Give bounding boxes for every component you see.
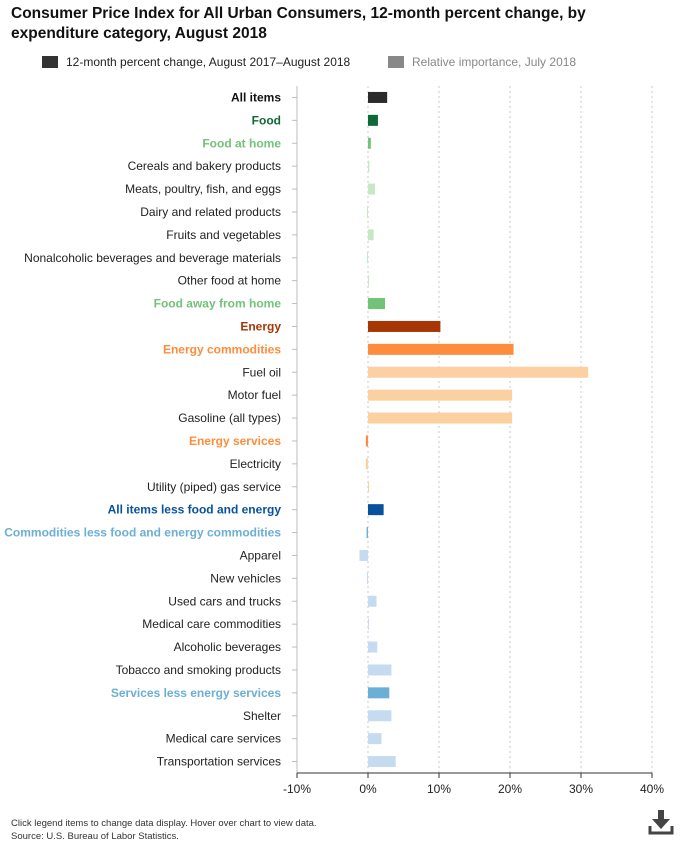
bar[interactable] [365, 458, 368, 470]
legend-item-relative-importance[interactable]: Relative importance, July 2018 [388, 53, 576, 71]
category-label: Cereals and bakery products [128, 159, 281, 173]
x-tick-label: 20% [498, 782, 522, 796]
bar[interactable] [367, 206, 368, 218]
category-label: Medical care commodities [142, 617, 281, 631]
category-label: Gasoline (all types) [178, 411, 281, 425]
bar[interactable] [368, 412, 513, 424]
bar[interactable] [368, 756, 396, 768]
bar[interactable] [368, 275, 369, 287]
chart-title: Consumer Price Index for All Urban Consu… [11, 5, 586, 42]
bar[interactable] [368, 137, 371, 149]
bar[interactable] [368, 504, 384, 516]
category-label: Transportation services [157, 755, 281, 769]
footer-source: Source: U.S. Bureau of Labor Statistics. [11, 831, 179, 842]
bar[interactable] [368, 160, 370, 172]
category-label: Energy services [189, 434, 281, 448]
x-tick-label: 40% [640, 782, 664, 796]
category-label: Dairy and related products [140, 205, 281, 219]
x-tick-label: 0% [359, 782, 377, 796]
category-label: Food at home [202, 136, 281, 150]
bar[interactable] [368, 298, 386, 310]
bar[interactable] [368, 343, 514, 355]
category-label: Used cars and trucks [168, 594, 281, 608]
bar[interactable] [368, 733, 382, 745]
category-label: Food [252, 113, 281, 127]
x-tick-label: 30% [569, 782, 593, 796]
category-label: Medical care services [166, 732, 281, 746]
bar[interactable] [368, 389, 513, 401]
bar[interactable] [368, 366, 589, 378]
category-label: Tobacco and smoking products [116, 663, 281, 677]
legend-swatch [388, 56, 404, 68]
category-label: Alcoholic beverages [174, 640, 281, 654]
bar[interactable] [368, 641, 378, 653]
bar[interactable] [368, 664, 392, 676]
category-label: Fruits and vegetables [166, 228, 281, 242]
category-label: All items less food and energy [108, 503, 282, 517]
bar[interactable] [365, 435, 368, 447]
bar[interactable] [368, 618, 369, 630]
category-label: Electricity [230, 457, 281, 471]
bar[interactable] [368, 710, 392, 722]
legend-item-percent-change[interactable]: 12-month percent change, August 2017–Aug… [42, 53, 350, 71]
category-label: Utility (piped) gas service [147, 480, 281, 494]
bar[interactable] [368, 91, 388, 103]
legend-label: 12-month percent change, August 2017–Aug… [66, 55, 351, 69]
category-label: Fuel oil [242, 365, 281, 379]
download-icon [648, 810, 674, 835]
bar[interactable] [368, 183, 376, 195]
category-label: Other food at home [178, 274, 282, 288]
bar[interactable] [367, 252, 368, 264]
category-label: Nonalcoholic beverages and beverage mate… [24, 251, 281, 265]
category-label: New vehicles [210, 571, 281, 585]
bar[interactable] [366, 527, 368, 539]
category-label: Energy [240, 319, 281, 333]
x-tick-label: 10% [427, 782, 451, 796]
legend-label: Relative importance, July 2018 [412, 55, 577, 69]
bar[interactable] [368, 595, 377, 607]
bar[interactable] [367, 572, 368, 584]
category-label: Food away from home [154, 297, 282, 311]
category-label: Energy commodities [163, 342, 281, 356]
footer-note: Click legend items to change data displa… [11, 818, 317, 829]
bar[interactable] [359, 549, 368, 561]
category-label: Motor fuel [228, 388, 281, 402]
category-label: Meats, poultry, fish, and eggs [125, 182, 281, 196]
x-tick-label: -10% [283, 782, 311, 796]
category-label: Shelter [243, 709, 281, 723]
category-label: Commodities less food and energy commodi… [4, 526, 281, 540]
bar[interactable] [368, 114, 378, 126]
category-label: All items [231, 90, 281, 104]
bar[interactable] [368, 687, 390, 699]
category-label: Services less energy services [111, 686, 281, 700]
bar[interactable] [368, 320, 441, 332]
download-button[interactable] [648, 808, 674, 836]
bar[interactable] [368, 229, 374, 241]
category-label: Apparel [240, 548, 281, 562]
bar[interactable] [368, 481, 369, 493]
legend-swatch [42, 56, 58, 68]
